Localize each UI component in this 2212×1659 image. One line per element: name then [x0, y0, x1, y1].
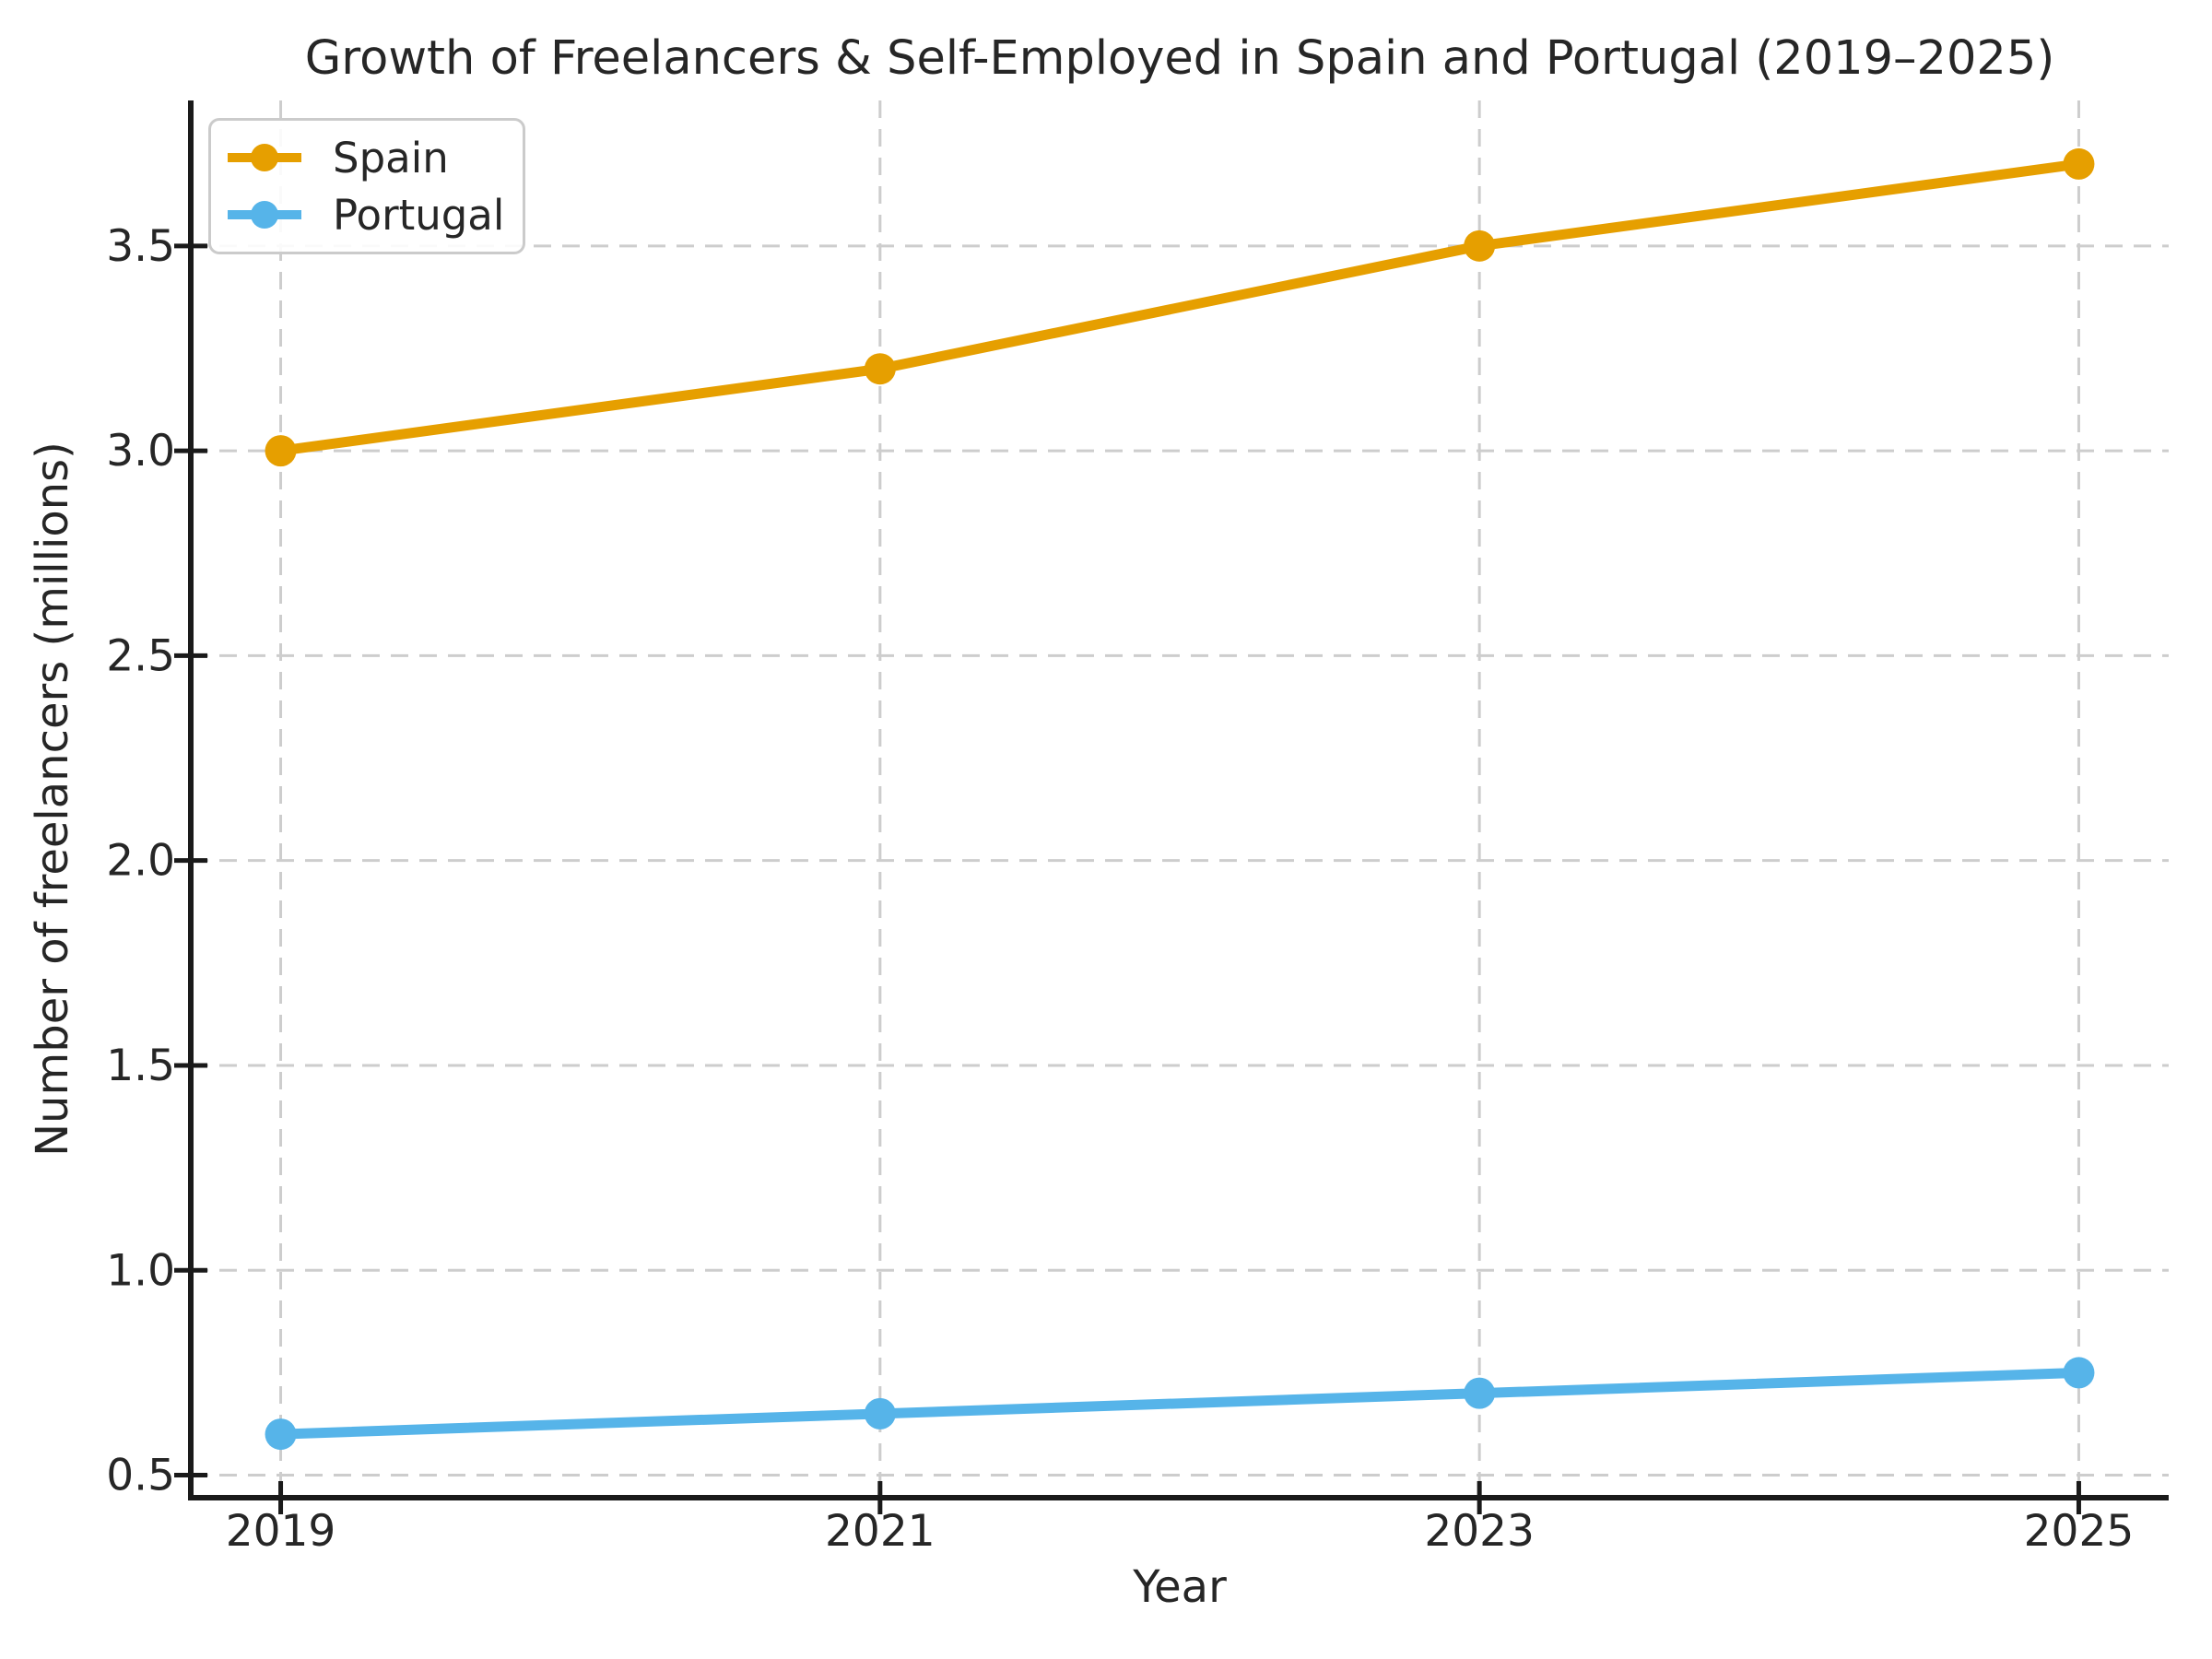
- series-line-spain: [276, 159, 2084, 456]
- data-point-spain-2025: [2063, 147, 2095, 180]
- y-tick-label: 3.0: [106, 426, 175, 477]
- legend-item-spain: Spain: [224, 132, 504, 183]
- y-tick-label: 2.0: [106, 836, 175, 887]
- x-axis-label: Year: [1133, 1561, 1227, 1613]
- y-axis-label: Number of freelancers (millions): [27, 441, 78, 1157]
- legend-marker-portugal: [228, 201, 301, 229]
- data-point-spain-2019: [265, 435, 297, 467]
- y-tick-label: 3.5: [106, 221, 175, 272]
- chart-title: Growth of Freelancers & Self-Employed in…: [304, 31, 2055, 86]
- data-point-spain-2023: [1464, 229, 1496, 262]
- data-point-portugal-2025: [2063, 1357, 2095, 1389]
- series-line-portugal: [276, 1367, 2084, 1440]
- y-tick-label: 1.5: [106, 1041, 175, 1091]
- x-tick-label: 2021: [825, 1506, 935, 1557]
- data-point-portugal-2021: [864, 1397, 896, 1430]
- legend-label-spain: Spain: [333, 133, 449, 182]
- y-tick-label: 0.5: [106, 1451, 175, 1501]
- y-tick-label: 2.5: [106, 630, 175, 681]
- legend-item-portugal: Portugal: [224, 189, 504, 241]
- y-tick-label: 1.0: [106, 1245, 175, 1296]
- legend-label-portugal: Portugal: [333, 190, 505, 240]
- legend: Spain Portugal: [208, 118, 526, 254]
- data-point-spain-2021: [864, 353, 896, 385]
- x-tick-label: 2019: [226, 1506, 336, 1557]
- data-point-portugal-2019: [265, 1418, 297, 1451]
- legend-marker-spain: [228, 144, 301, 171]
- x-tick-label: 2025: [2024, 1506, 2135, 1557]
- x-tick-label: 2023: [1424, 1506, 1535, 1557]
- data-point-portugal-2023: [1464, 1377, 1496, 1409]
